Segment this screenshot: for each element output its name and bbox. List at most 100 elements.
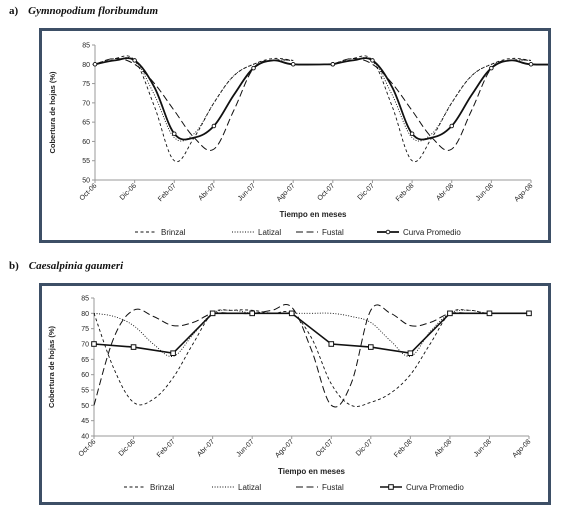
data-point-curva-promedio (132, 58, 137, 63)
panel-a-species: Gymnopodium floribumdum (28, 5, 159, 17)
y-tick-label: 85 (82, 43, 90, 50)
panel-b-letter: b) (9, 260, 19, 272)
legend-label: Fustal (322, 228, 344, 237)
x-tick-label: Dic-06 (119, 182, 138, 201)
data-point-curva-promedio (486, 310, 493, 317)
legend-label: Latizal (258, 228, 281, 237)
y-tick-label: 80 (82, 62, 90, 69)
y-tick-label: 60 (82, 139, 90, 146)
panel-b-species: Caesalpinia gaumeri (28, 260, 124, 272)
y-tick-label: 75 (82, 81, 90, 88)
y-tick-label: 55 (82, 158, 90, 165)
series-line-fustal (94, 57, 294, 151)
series-line-latizal (94, 57, 294, 142)
data-point-curva-promedio (170, 350, 176, 357)
y-tick-label: 85 (81, 296, 89, 303)
panel-a-label: a) Gymnopodium floribumdum (9, 5, 158, 17)
legend-label: Curva Promedio (403, 228, 461, 237)
data-point-curva-promedio (370, 58, 375, 63)
y-tick-label: 80 (81, 311, 89, 318)
x-tick-label: Oct-07 (316, 182, 336, 202)
x-tick-label: Ago-07 (274, 438, 295, 459)
data-point-curva-promedio (211, 123, 217, 129)
x-tick-label: Feb-08 (393, 438, 414, 459)
x-tick-label: Jun-08 (473, 438, 493, 458)
data-point-curva-promedio (290, 62, 296, 67)
x-tick-label: Dic-07 (355, 438, 374, 457)
series-line-fustal (332, 57, 532, 151)
data-point-curva-promedio (447, 310, 453, 317)
x-tick-label: Abr-08 (435, 182, 455, 202)
data-point-curva-promedio (528, 62, 534, 67)
data-point-curva-promedio (249, 310, 255, 317)
y-axis-title: Cobertura de hojas (%) (48, 71, 57, 154)
data-point-curva-promedio (92, 62, 98, 67)
data-point-curva-promedio (409, 131, 415, 136)
data-point-curva-promedio (130, 344, 137, 350)
x-tick-label: Ago-08 (511, 438, 532, 459)
legend-label: Brinzal (150, 483, 175, 492)
x-tick-label: Oct-06 (78, 438, 98, 458)
x-tick-label: Dic-06 (118, 438, 137, 457)
y-tick-label: 65 (81, 357, 89, 364)
y-tick-label: 70 (81, 342, 89, 349)
y-tick-label: 75 (81, 326, 89, 333)
series-line-brinzal (93, 309, 530, 407)
legend-marker (385, 229, 391, 235)
x-tick-label: Ago-08 (513, 182, 534, 203)
series-line-brinzal (332, 55, 532, 163)
legend-label: Latizal (238, 483, 261, 492)
series-line-fustal (93, 303, 529, 408)
x-tick-label: Abr-08 (434, 438, 454, 458)
y-tick-label: 60 (81, 372, 89, 379)
y-tick-label: 65 (82, 120, 90, 127)
y-tick-label: 45 (81, 418, 89, 425)
y-tick-label: 50 (81, 403, 89, 410)
data-point-curva-promedio (407, 350, 414, 357)
panel-b-label: b) Caesalpinia gaumeri (9, 260, 123, 272)
x-axis-title: Tiempo en meses (280, 210, 348, 219)
x-axis-title: Tiempo en meses (278, 467, 346, 476)
x-tick-label: Feb-07 (156, 438, 177, 459)
data-point-curva-promedio (91, 341, 97, 347)
x-tick-label: Dic-07 (357, 182, 376, 201)
y-tick-label: 40 (81, 434, 89, 441)
series-line-curva-promedio (332, 57, 548, 141)
x-tick-label: Abr-07 (196, 438, 216, 458)
series-line-latizal (93, 309, 530, 357)
y-tick-label: 70 (82, 100, 90, 107)
data-point-curva-promedio (449, 123, 454, 129)
chart-b: 40 45 50 55 60 65 70 75 80 85 Oct-06 Dic-06 Feb-07 Ab… (47, 296, 532, 492)
y-axis-title: Cobertura de hojas (%) (47, 325, 56, 408)
x-tick-label: Feb-08 (395, 182, 416, 203)
data-point-curva-promedio (328, 341, 335, 347)
x-tick-label: Abr-07 (198, 182, 218, 202)
series-line-brinzal (94, 55, 294, 163)
x-tick-label: Jun-07 (236, 438, 256, 458)
series-line-curva-promedio (93, 312, 529, 355)
data-point-curva-promedio (330, 62, 336, 67)
x-tick-label: Oct-06 (79, 182, 99, 202)
data-point-curva-promedio (209, 310, 216, 317)
x-tick-label: Jun-08 (475, 182, 495, 202)
data-point-curva-promedio (251, 65, 256, 71)
y-tick-label: 55 (81, 388, 89, 395)
x-tick-label: Ago-07 (276, 182, 297, 203)
legend-label: Brinzal (161, 228, 186, 237)
data-point-curva-promedio (489, 65, 494, 71)
panel-a-letter: a) (9, 5, 19, 17)
chart-a: 50 55 60 65 70 75 80 85 Oct-06 Dic-06 Feb-07 Abr-07… (48, 43, 548, 237)
data-point-curva-promedio (368, 344, 374, 350)
x-tick-label: Jun-07 (237, 182, 257, 202)
data-point-curva-promedio (526, 310, 532, 317)
data-point-curva-promedio (288, 310, 295, 317)
chart-a-frame: 50 55 60 65 70 75 80 85 Oct-06 Dic-06 Feb-07 Abr-07… (39, 28, 551, 243)
x-tick-label: Feb-07 (157, 182, 178, 203)
series-line-latizal (332, 57, 532, 142)
legend-label: Curva Promedio (406, 483, 464, 492)
y-tick-label: 50 (82, 178, 90, 185)
legend-label: Fustal (322, 483, 344, 492)
chart-b-frame: 40 45 50 55 60 65 70 75 80 85 Oct-06 Dic-06 Feb-07 Ab… (39, 283, 551, 505)
x-tick-label: Oct-07 (315, 438, 335, 458)
data-point-curva-promedio (172, 131, 177, 136)
